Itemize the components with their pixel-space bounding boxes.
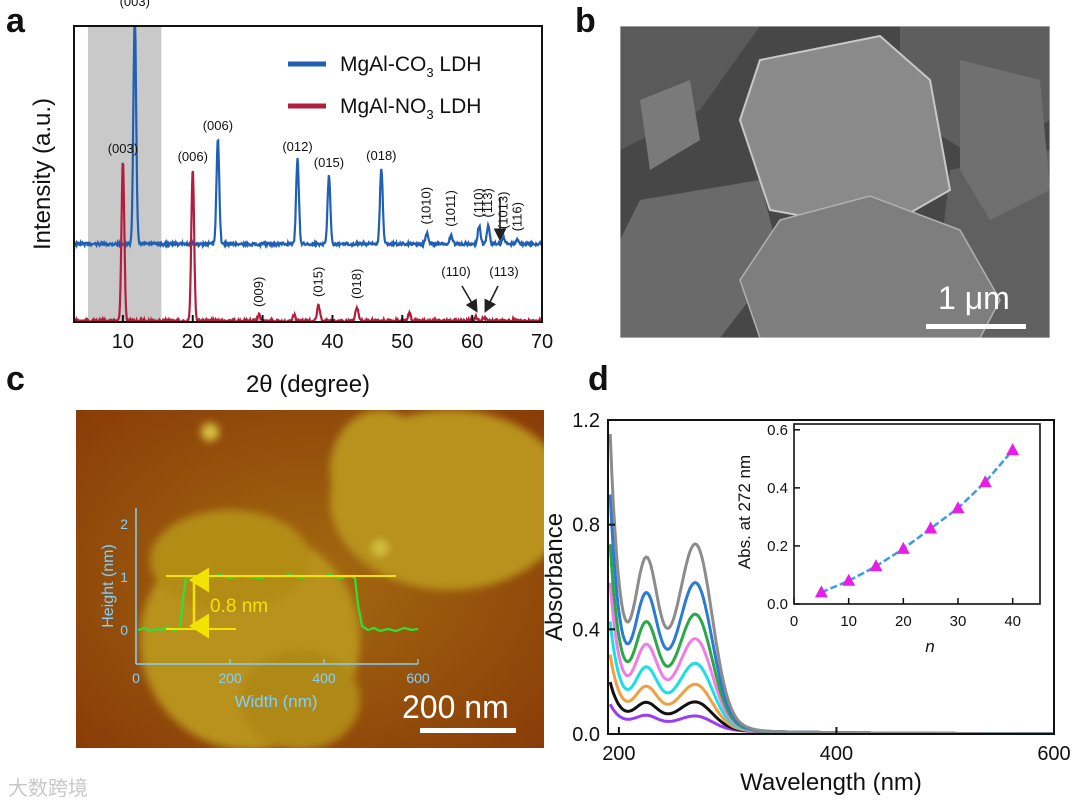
peak-label: (1011) <box>443 190 458 227</box>
inset-point <box>924 521 938 534</box>
panel-a-legend: MgAl-CO3 LDH MgAl-NO3 LDH <box>288 53 481 122</box>
inset-x-tick-label: 30 <box>950 613 967 630</box>
panel-label-a: a <box>6 2 25 40</box>
inset-y-tick-label: 0.4 <box>767 480 788 497</box>
inset-point <box>842 573 856 586</box>
x-tick-label: 60 <box>461 331 483 353</box>
inset-ylabel: Height (nm) <box>100 544 117 628</box>
arrow-113 <box>484 285 499 313</box>
xrd-curve-0 <box>74 26 542 250</box>
x-tick-label: 40 <box>321 331 343 353</box>
x-tick-label: 400 <box>820 743 853 765</box>
inset-x-tick-label: 200 <box>218 670 242 686</box>
sem-image: 1 μm <box>620 26 1050 338</box>
legend-label-co3: MgAl-CO3 LDH <box>340 53 481 80</box>
inset-point <box>1006 443 1020 456</box>
inset-point <box>814 585 828 598</box>
panel-label-b: b <box>575 2 596 40</box>
step-height-label: 0.8 nm <box>210 596 268 617</box>
inset-x-tick-label: 400 <box>312 670 336 686</box>
peak-label: (009) <box>251 277 266 307</box>
inset-frame <box>793 423 1041 605</box>
inset-x-tick-label: 10 <box>840 613 857 630</box>
uv-curve-n5 <box>608 703 1054 734</box>
x-tick-label: 200 <box>602 743 635 765</box>
peak-label: (003) <box>120 0 150 9</box>
panel-d-ylabel: Absorbance <box>541 513 568 641</box>
inset-xlabel-d: n <box>925 637 934 656</box>
inset-point <box>896 541 910 554</box>
x-tick-label: 70 <box>531 331 553 353</box>
peak-label: (113) <box>480 188 495 217</box>
peak-label: (113) <box>489 264 518 279</box>
panel-d-frame <box>607 419 1055 735</box>
panel-a-frame <box>73 25 543 323</box>
inset-point <box>951 501 965 514</box>
panel-a-xlabel: 2θ (degree) <box>246 371 370 398</box>
inset-y-tick-label: 2 <box>120 516 128 532</box>
inset-background <box>794 424 1040 604</box>
sem-scalebar-label: 1 μm <box>938 280 1010 316</box>
inset-ylabel-d: Abs. at 272 nm <box>735 455 754 569</box>
peak-label: (003) <box>108 141 138 156</box>
afm-scalebar-label: 200 nm <box>402 689 509 725</box>
y-tick-label: 0.8 <box>572 515 600 537</box>
inset-x-tick-label: 40 <box>1004 613 1021 630</box>
peak-label: (012) <box>282 139 312 154</box>
watermark: 大数跨境 <box>8 778 88 800</box>
x-tick-label: 600 <box>1037 743 1070 765</box>
panel-label-d: d <box>588 360 609 398</box>
inset-y-tick-label: 0.6 <box>767 422 788 439</box>
inset-point <box>869 559 883 572</box>
peak-label: (116) <box>510 202 525 231</box>
peak-label: (1013) <box>496 192 511 230</box>
inset-xlabel: Width (nm) <box>234 692 317 711</box>
peak-label: (006) <box>178 149 208 164</box>
x-tick-label: 10 <box>112 331 134 353</box>
x-tick-label: 50 <box>391 331 413 353</box>
peak-label: (018) <box>366 148 396 163</box>
inset-x-tick-label: 600 <box>406 670 430 686</box>
legend-label-no3: MgAl-NO3 LDH <box>340 95 481 122</box>
y-tick-label: 0.0 <box>572 724 600 746</box>
arrow-110 <box>461 285 478 313</box>
inset-y-tick-label: 0.0 <box>767 596 788 613</box>
afm-image: 0 200 400 600 0 1 2 Height (nm) Width (nm) 0.8… <box>76 410 544 748</box>
peak-label: (110) <box>471 188 486 217</box>
afm-inset-profile: 0 200 400 600 0 1 2 Height (nm) Width (nm) 0.8… <box>100 508 430 711</box>
inset-x-tick-label: 0 <box>132 670 140 686</box>
peak-label: (006) <box>203 118 233 133</box>
peak-label: (015) <box>310 267 325 297</box>
y-tick-label: 0.4 <box>572 619 600 641</box>
inset-y-tick-label: 1 <box>120 569 128 585</box>
panel-d-xlabel: Wavelength (nm) <box>740 769 922 796</box>
uv-curve-n20 <box>608 621 1054 734</box>
afm-scalebar <box>420 728 516 733</box>
uv-curve-n10 <box>608 681 1054 734</box>
inset-point <box>978 475 992 488</box>
x-tick-label: 30 <box>251 331 273 353</box>
y-tick-label: 1.2 <box>572 410 600 432</box>
inset-x-tick-label: 0 <box>790 613 798 630</box>
peak-label: (110) <box>441 264 470 279</box>
peak-label: (018) <box>349 269 364 299</box>
sem-scalebar <box>926 324 1026 329</box>
panel-a-chart: (003)(006)(012)(015) (018)(1010) (1011) (11… <box>29 0 553 398</box>
inset-y-tick-label: 0.2 <box>767 538 788 555</box>
panel-label-c: c <box>6 360 25 398</box>
inset-y-tick-label: 0 <box>120 622 128 638</box>
peak-label: (1010) <box>419 187 434 225</box>
peak-label: (015) <box>314 155 344 170</box>
x-tick-label: 20 <box>182 331 204 353</box>
panel-a-ylabel: Intensity (a.u.) <box>29 98 56 250</box>
inset-x-tick-label: 20 <box>895 613 912 630</box>
